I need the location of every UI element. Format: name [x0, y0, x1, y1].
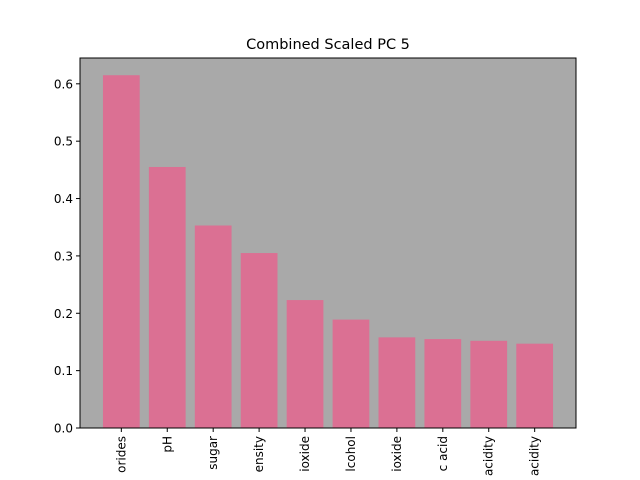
- bar: [470, 340, 508, 428]
- bar: [102, 75, 140, 429]
- y-tick-label: 0.6: [54, 77, 73, 91]
- x-tick-label: pH: [160, 436, 174, 453]
- y-tick-label: 0.0: [54, 422, 73, 436]
- bar: [516, 343, 554, 428]
- x-tick-label: sugar: [206, 436, 220, 470]
- plot-frame: [79, 57, 577, 429]
- bar: [286, 300, 324, 428]
- x-tick-label: acidity: [482, 436, 496, 476]
- x-tick-label: ensity: [252, 436, 266, 472]
- x-tick-label: c acid: [436, 436, 450, 471]
- y-tick-label: 0.3: [54, 249, 73, 263]
- y-tick-label: 0.2: [54, 307, 73, 321]
- x-tick-label: lcohol: [344, 436, 358, 472]
- bar: [148, 166, 186, 428]
- bar: [424, 339, 462, 428]
- x-tick-label: ioxide: [298, 436, 312, 472]
- chart-title: Combined Scaled PC 5: [246, 37, 410, 53]
- bar: [240, 253, 278, 428]
- bar: [332, 319, 370, 428]
- y-tick-label: 0.1: [54, 364, 73, 378]
- x-tick-label: acidity: [528, 436, 542, 476]
- bar: [194, 225, 232, 428]
- x-tick-label: ioxide: [390, 436, 404, 472]
- y-tick-label: 0.5: [54, 135, 73, 149]
- bar: [378, 337, 416, 428]
- y-tick-label: 0.4: [54, 192, 73, 206]
- x-tick-label: orides: [114, 436, 128, 473]
